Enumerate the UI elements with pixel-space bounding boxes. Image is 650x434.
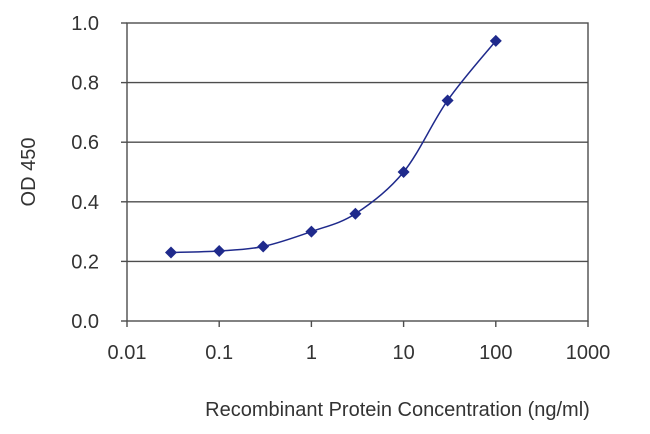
tick-labels: 0.01 0.1 1 10 100 1000 0.0 0.2 0.4 0.6 0.8 1.0 [71, 13, 610, 364]
data-point [397, 166, 410, 178]
x-tick-label: 100 [479, 342, 512, 364]
x-tick-label: 1 [306, 342, 317, 364]
series [164, 34, 502, 259]
data-point [257, 240, 270, 253]
plot-frame [121, 22, 589, 327]
x-tick-label: 0.1 [205, 342, 233, 364]
y-tick-label: 0.2 [71, 251, 99, 273]
y-tick-label: 0.0 [71, 311, 99, 333]
x-tick-label: 1000 [566, 342, 611, 364]
x-tick-label: 10 [392, 342, 414, 364]
data-point [213, 244, 226, 257]
plot-border [126, 22, 589, 322]
x-tick-label: 0.01 [108, 342, 147, 364]
series-line [170, 40, 497, 254]
y-tick-label: 1.0 [71, 13, 99, 35]
y-axis-label: OD 450 [18, 138, 40, 207]
data-point [164, 246, 177, 259]
data-point [349, 207, 362, 220]
data-point [489, 34, 502, 47]
y-tick-label: 0.6 [71, 132, 99, 154]
x-axis-label: Recombinant Protein Concentration (ng/ml… [205, 399, 590, 421]
data-point [305, 225, 318, 238]
y-tick-label: 0.8 [71, 73, 99, 95]
y-tick-label: 0.4 [71, 192, 99, 214]
data-point [441, 94, 454, 107]
grid-lines [127, 81, 588, 263]
